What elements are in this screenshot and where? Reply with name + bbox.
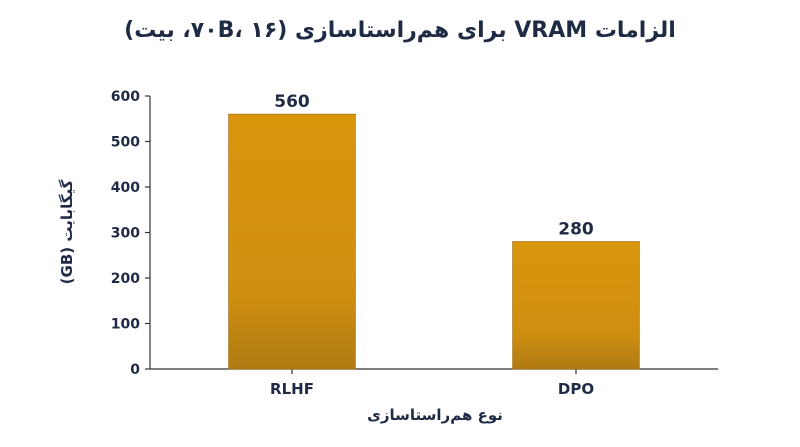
y-tick-label: 500 — [111, 135, 140, 151]
y-tick-label: 600 — [111, 89, 140, 105]
y-tick-label: 300 — [111, 226, 140, 242]
y-tick-label: 400 — [111, 180, 140, 196]
y-tick-label: 100 — [111, 317, 140, 333]
y-tick-label: 0 — [130, 362, 140, 378]
y-tick-label: 200 — [111, 271, 140, 287]
x-axis: RLHF DPO — [150, 368, 718, 398]
x-tick-label: DPO — [558, 380, 594, 398]
chart-title: الزامات VRAM برای هم‌راستاسازی (۷۰B، ۱۶،… — [124, 18, 676, 43]
data-label-rlhf: 560 — [274, 92, 310, 112]
y-axis-title: گیگابایت (GB) — [58, 179, 76, 284]
bar-dpo — [512, 241, 640, 370]
bars: 560 280 — [228, 92, 640, 370]
data-label-dpo: 280 — [558, 220, 594, 240]
y-axis: 0 100 200 300 400 500 600 — [111, 89, 151, 378]
bar-rlhf — [228, 113, 356, 370]
x-tick-label: RLHF — [270, 380, 314, 398]
x-axis-title: نوع هم‌راستاسازی — [367, 406, 503, 424]
